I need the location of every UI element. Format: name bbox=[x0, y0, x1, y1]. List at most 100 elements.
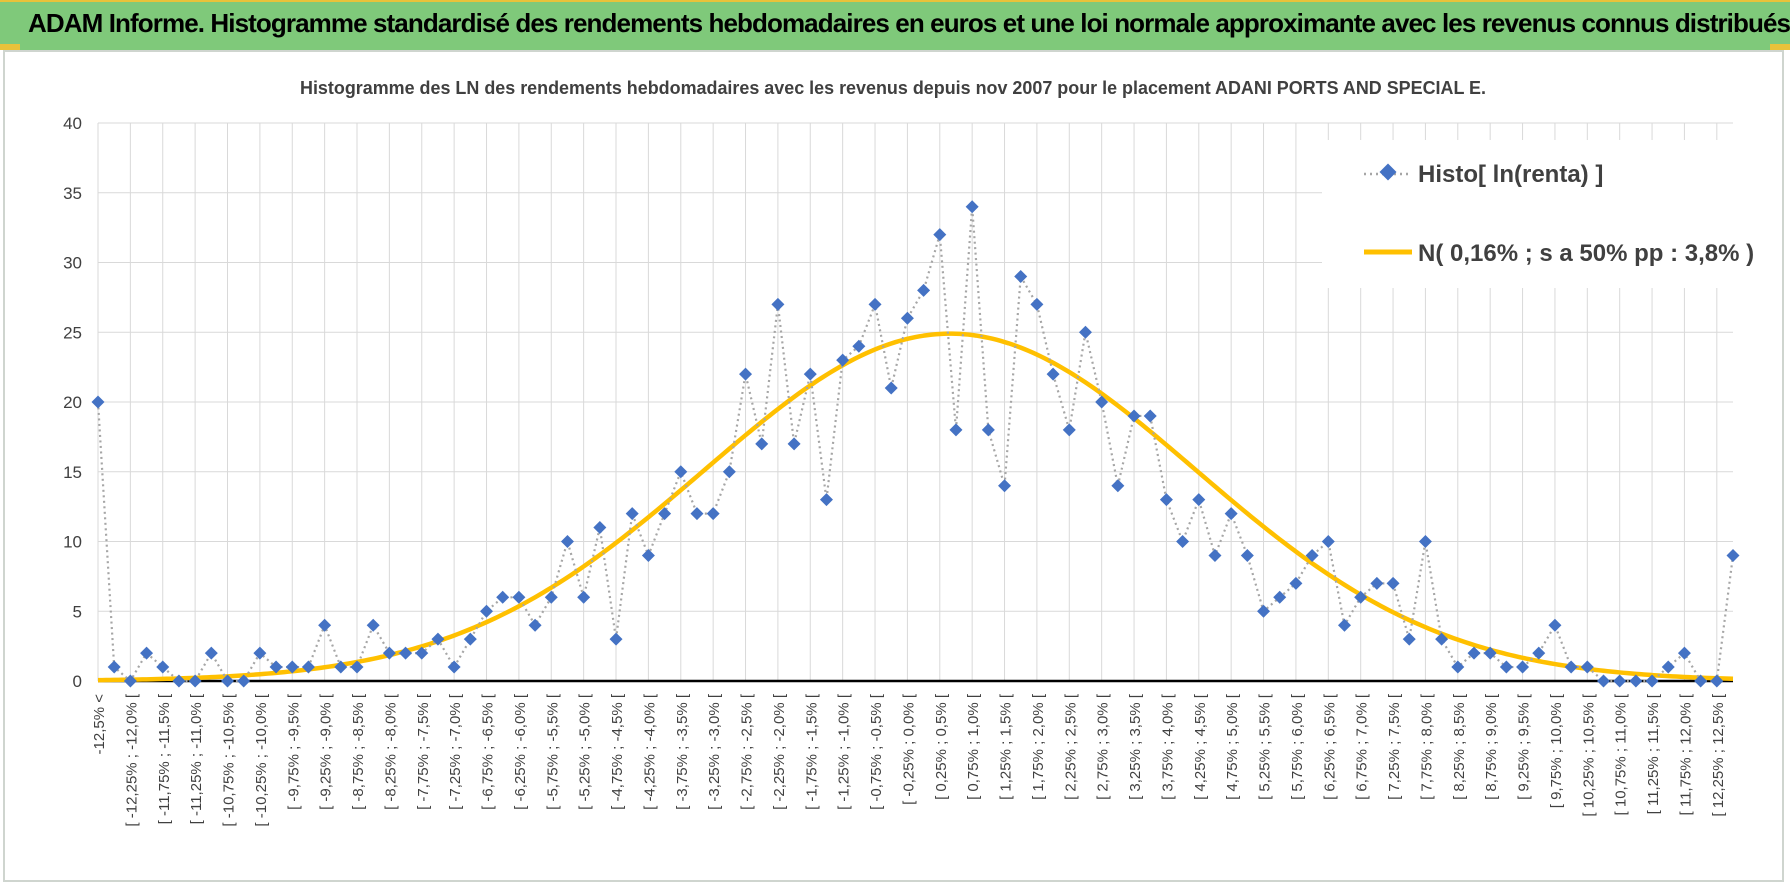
chart-frame bbox=[3, 50, 1784, 882]
histogram-point bbox=[1354, 590, 1368, 604]
histogram-point bbox=[334, 660, 348, 674]
histogram-point bbox=[1305, 548, 1319, 562]
histogram-point bbox=[1176, 535, 1190, 548]
x-tick-label: [ 1,25% ; 1,5% [ bbox=[998, 693, 1015, 800]
x-tick-label: [ 2,75% ; 3,0% [ bbox=[1095, 693, 1112, 800]
histogram-point bbox=[1192, 493, 1206, 507]
histogram-point bbox=[123, 674, 137, 688]
x-tick-label: [ -2,25% ; -2,0% [ bbox=[771, 693, 788, 810]
x-tick-label: [ 6,25% ; 6,5% [ bbox=[1321, 693, 1338, 800]
histogram-point bbox=[674, 465, 688, 479]
histogram-point bbox=[1127, 409, 1141, 423]
x-tick-label: [ -7,75% ; -7,5% [ bbox=[415, 693, 432, 810]
histogram-point bbox=[933, 228, 947, 242]
x-tick-label: [ 0,25% ; 0,5% [ bbox=[933, 693, 950, 800]
histogram-point bbox=[706, 507, 720, 521]
x-tick-label: [ 7,75% ; 8,0% [ bbox=[1418, 693, 1435, 800]
histogram-point bbox=[1386, 576, 1400, 590]
histogram-point bbox=[917, 283, 931, 297]
histogram-point bbox=[1046, 367, 1060, 381]
header-accent-right bbox=[1770, 44, 1790, 50]
histogram-point bbox=[285, 660, 299, 674]
histogram-point bbox=[1467, 646, 1481, 660]
histogram-point bbox=[1208, 548, 1222, 562]
histogram-point bbox=[480, 604, 494, 618]
histogram-point bbox=[1111, 479, 1125, 493]
histogram-point bbox=[496, 590, 510, 604]
histogram-point bbox=[998, 479, 1012, 493]
histogram-point bbox=[771, 297, 785, 311]
histogram-point bbox=[1435, 632, 1449, 646]
histogram-point bbox=[1321, 535, 1335, 548]
y-tick-label: 40 bbox=[63, 114, 82, 133]
histogram-point bbox=[1273, 590, 1287, 604]
x-tick-label: [ 8,75% ; 9,0% [ bbox=[1483, 693, 1500, 800]
histogram-point bbox=[1240, 548, 1254, 562]
x-tick-label: [ 3,25% ; 3,5% [ bbox=[1127, 693, 1144, 800]
histogram-point bbox=[641, 548, 655, 562]
histogram-point bbox=[836, 353, 850, 367]
x-tick-label: [ -12,25% ; -12,0% [ bbox=[123, 693, 140, 826]
x-tick-label: [ 1,75% ; 2,0% [ bbox=[1030, 693, 1047, 800]
header-banner: ADAM Informe. Histogramme standardisé de… bbox=[0, 0, 1790, 50]
histogram-point bbox=[868, 297, 882, 311]
x-tick-label: [ 8,25% ; 8,5% [ bbox=[1451, 693, 1468, 800]
x-tick-label: [ -9,25% ; -9,0% [ bbox=[318, 693, 335, 810]
x-tick-label: [ -6,25% ; -6,0% [ bbox=[512, 693, 529, 810]
x-tick-label: [ -3,25% ; -3,0% [ bbox=[706, 693, 723, 810]
chart-title: Histogramme des LN des rendements hebdom… bbox=[300, 78, 1486, 98]
histogram-point bbox=[1402, 632, 1416, 646]
histogram-point bbox=[658, 507, 672, 521]
histogram-point bbox=[1596, 674, 1610, 688]
histogram-point bbox=[1062, 423, 1076, 437]
histogram-point bbox=[301, 660, 315, 674]
x-tick-label: [ 12,25% ; 12,5% [ bbox=[1710, 693, 1727, 816]
histogram-point bbox=[1159, 493, 1173, 507]
histogram-point bbox=[1694, 674, 1708, 688]
normal-curve-line bbox=[97, 331, 1734, 683]
histogram-point bbox=[722, 465, 736, 479]
x-tick-label: -12,5% < bbox=[91, 694, 108, 755]
y-tick-label: 30 bbox=[63, 254, 82, 273]
histogram-point bbox=[1710, 674, 1724, 688]
histogram-point bbox=[1613, 674, 1627, 688]
x-tick-label: [ -2,75% ; -2,5% [ bbox=[739, 693, 756, 810]
histogram-point bbox=[1564, 660, 1578, 674]
histogram-point bbox=[172, 674, 186, 688]
histogram-point bbox=[900, 311, 914, 325]
histogram-point bbox=[107, 660, 121, 674]
x-tick-label: [ -4,25% ; -4,0% [ bbox=[641, 693, 658, 810]
histogram-point bbox=[1257, 604, 1271, 618]
x-tick-label: [ 3,75% ; 4,0% [ bbox=[1159, 693, 1176, 800]
histogram-point bbox=[1337, 618, 1351, 632]
x-tick-label: [ 9,25% ; 9,5% [ bbox=[1516, 693, 1533, 800]
histogram-point bbox=[560, 535, 574, 548]
histogram-point bbox=[949, 423, 963, 437]
histogram-point bbox=[221, 674, 235, 688]
histogram-point bbox=[577, 590, 591, 604]
histogram-point bbox=[140, 646, 154, 660]
histogram-point bbox=[852, 339, 866, 353]
y-tick-label: 0 bbox=[73, 672, 82, 691]
histogram-point bbox=[1677, 646, 1691, 660]
x-tick-label: [ -7,25% ; -7,0% [ bbox=[447, 693, 464, 810]
x-tick-label: [ -1,75% ; -1,5% [ bbox=[803, 693, 820, 810]
histogram-point bbox=[382, 646, 396, 660]
histogram-point bbox=[884, 381, 898, 395]
histogram-point bbox=[350, 660, 364, 674]
histogram-point bbox=[366, 618, 380, 632]
histogram-point bbox=[981, 423, 995, 437]
histogram-point bbox=[965, 200, 979, 214]
histogram-point bbox=[1014, 269, 1028, 283]
legend: Histo[ ln(renta) ] N( 0,16% ; s a 50% pp… bbox=[1322, 140, 1754, 288]
y-tick-label: 15 bbox=[63, 463, 82, 482]
histogram-point bbox=[1370, 576, 1384, 590]
x-tick-label: [ 5,75% ; 6,0% [ bbox=[1289, 693, 1306, 800]
gridlines bbox=[97, 122, 1733, 681]
x-tick-label: [ -11,75% ; -11,5% [ bbox=[156, 693, 173, 824]
histogram-point bbox=[91, 395, 105, 409]
histogram-point bbox=[415, 646, 429, 660]
histogram-point bbox=[447, 660, 461, 674]
x-tick-label: [ -5,75% ; -5,5% [ bbox=[544, 693, 561, 810]
